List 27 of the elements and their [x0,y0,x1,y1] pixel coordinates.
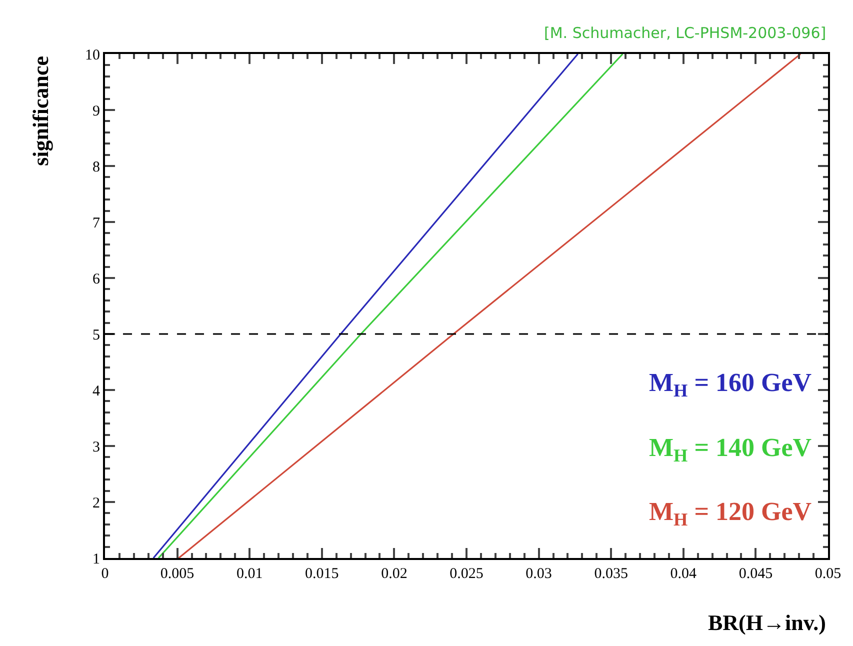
text: M$_{H}$ = 140 GeV [649,433,812,466]
x-tick-label: 0.025 [450,566,484,582]
y-tick-label: 1 [92,551,100,568]
y-tick-label: 9 [92,103,100,120]
x-tick-label: 0.01 [236,566,263,582]
x-tick-label: 0.035 [594,566,628,582]
x-tick-label: 0 [101,566,109,582]
y-axis-title: significance [28,56,53,166]
y-tick-label: 3 [92,439,100,456]
x-axis-title: BR(H→inv.) [708,610,826,635]
text: M$_{H}$ = 120 GeV [649,497,812,530]
y-tick-label: 4 [92,383,100,400]
x-tick-label: 0.005 [160,566,194,582]
x-tick-label: 0.015 [305,566,339,582]
text: M$_{H}$ = 160 GeV [649,368,812,400]
x-tick-label: 0.04 [670,566,698,582]
y-tick-label: 7 [92,215,100,232]
text: [M. Schumacher, LC-PHSM-2003-096] [544,24,826,42]
y-tick-label: 10 [85,47,100,64]
y-tick-label: 6 [92,271,100,288]
y-tick-label: 8 [92,159,100,176]
y-tick-label: 2 [92,495,100,512]
x-tick-label: 0.05 [814,566,842,582]
x-tick-label: 0.045 [738,566,773,582]
x-tick-label: 0.02 [381,566,408,582]
x-tick-label: 0.03 [526,566,552,582]
y-tick-label: 5 [92,327,100,344]
